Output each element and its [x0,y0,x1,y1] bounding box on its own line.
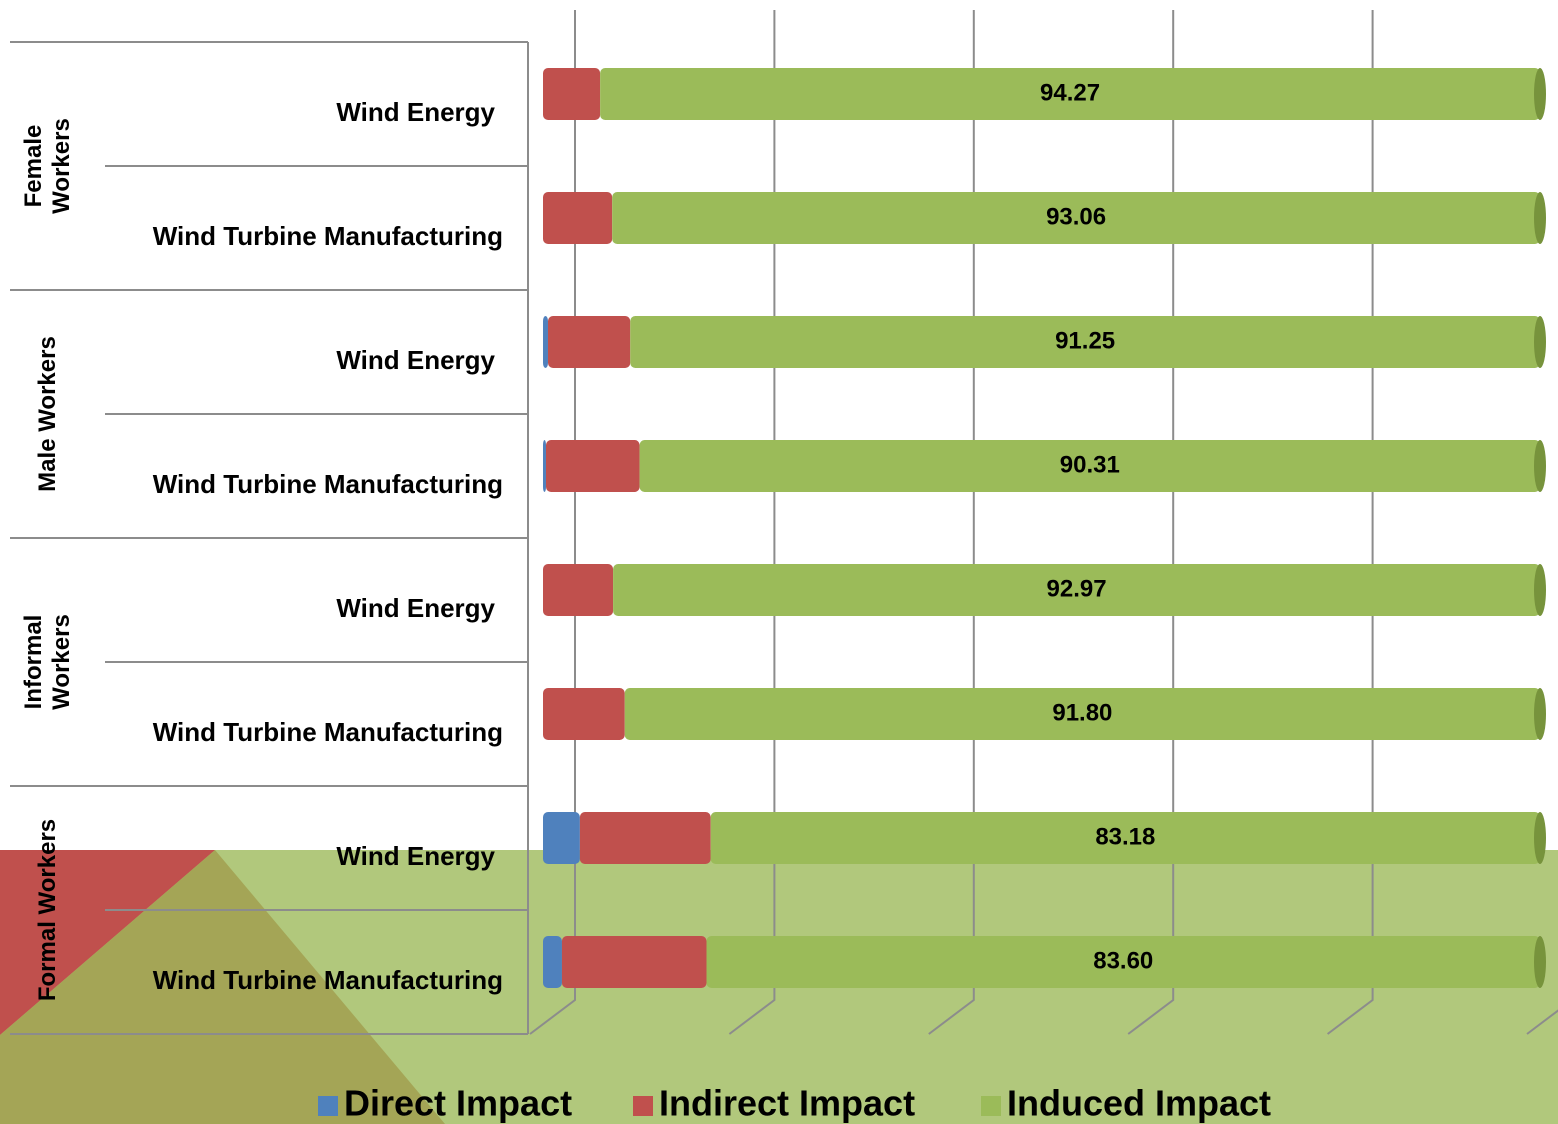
value-label: 92.97 [1047,575,1107,602]
bar-cap [1534,688,1546,740]
bar-segment [543,812,580,864]
grid-line [1526,1009,1558,1035]
category-label: Wind Turbine Manufacturing [153,717,503,747]
background-olive [0,850,445,1124]
value-label: 83.60 [1093,947,1153,974]
group-label: Formal Workers [34,818,61,1002]
value-label: 94.27 [1040,79,1100,106]
bar-cap [1534,936,1546,988]
legend-label: Indirect Impact [659,1083,915,1124]
bar-segment [543,440,546,492]
legend-swatch [633,1096,653,1116]
legend-swatch [318,1096,338,1116]
category-label: Wind Energy [336,97,495,127]
legend-swatch [981,1096,1001,1116]
category-label: Wind Energy [336,593,495,623]
bar-segment [543,936,562,988]
bar-segment [543,688,625,740]
group-label: Female Workers [20,118,75,214]
category-label: Wind Energy [336,841,495,871]
bar-segment [561,936,707,988]
bar-segment [579,812,711,864]
value-label: 83.18 [1095,823,1155,850]
bar-segment [543,564,614,616]
bar-segment [612,192,1540,244]
bar-segment [543,192,613,244]
bar-segment [706,936,1540,988]
bar-segment [639,440,1540,492]
legend-label: Induced Impact [1007,1083,1271,1124]
category-label: Wind Turbine Manufacturing [153,221,503,251]
bar-cap [1534,68,1546,120]
group-label: Informal Workers [20,614,75,710]
bar-segment [710,812,1540,864]
value-label: 91.25 [1055,327,1115,354]
category-label: Wind Turbine Manufacturing [153,965,503,995]
bar-segment [547,316,631,368]
bar-segment [543,68,601,120]
group-label: Male Workers [34,336,61,492]
category-label: Wind Turbine Manufacturing [153,469,503,499]
bar-cap [1534,192,1546,244]
legend-label: Direct Impact [344,1083,572,1124]
bar-cap [1534,316,1546,368]
value-label: 93.06 [1046,203,1106,230]
bar-segment [613,564,1540,616]
bar-cap [1534,440,1546,492]
bar-segment [624,688,1540,740]
bar-cap [1534,812,1546,864]
bar-segment [543,316,548,368]
bar-segment [600,68,1540,120]
bar-segment [545,440,640,492]
category-label: Wind Energy [336,345,495,375]
bar-cap [1534,564,1546,616]
value-label: 90.31 [1060,451,1120,478]
value-label: 91.80 [1052,699,1112,726]
bar-segment [630,316,1540,368]
